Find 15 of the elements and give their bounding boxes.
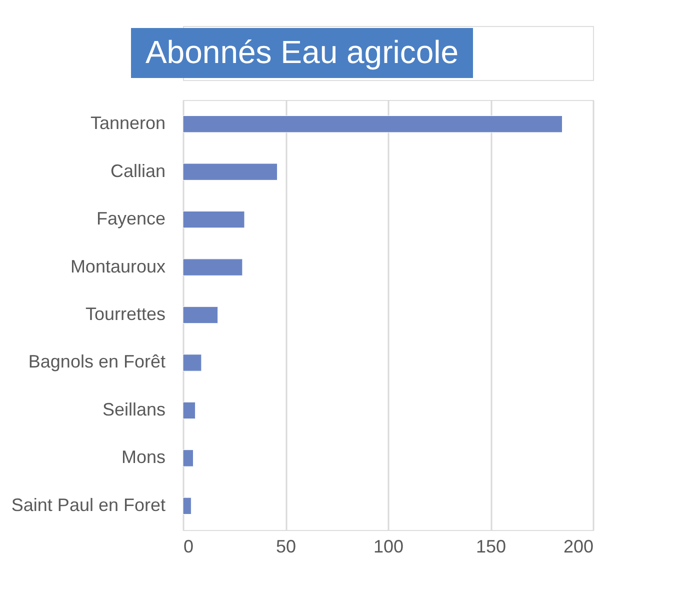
x-tick-label: 0 xyxy=(184,536,194,556)
y-tick-label: Saint Paul en Foret xyxy=(11,494,166,515)
x-tick-label: 150 xyxy=(476,536,506,556)
x-tick-label: 200 xyxy=(563,536,594,556)
y-tick-label: Tanneron xyxy=(90,113,166,134)
x-tick-label: 50 xyxy=(276,536,296,556)
y-tick-label: Montauroux xyxy=(70,256,166,276)
y-tick-label: Bagnols en Forêt xyxy=(28,352,166,372)
y-tick-label: Tourrettes xyxy=(85,304,166,324)
chart-title: Abonnés Eau agricole xyxy=(145,34,459,70)
y-tick-label: Callian xyxy=(110,160,166,181)
y-tick-label: Seillans xyxy=(102,399,166,420)
y-tick-label: Fayence xyxy=(96,208,166,229)
y-tick-label: Mons xyxy=(121,447,166,468)
x-tick-label: 100 xyxy=(373,536,404,556)
